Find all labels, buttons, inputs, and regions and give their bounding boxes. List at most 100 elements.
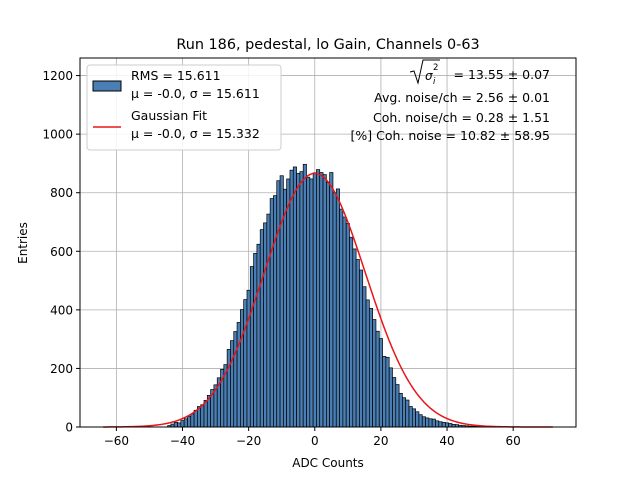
- x-tick-label: 0: [311, 434, 319, 448]
- y-tick-label: 800: [50, 186, 73, 200]
- histogram-bar: [187, 416, 192, 428]
- histogram-bar: [382, 356, 387, 428]
- histogram-bar: [335, 188, 340, 428]
- histogram-bar: [359, 269, 364, 428]
- histogram-bar: [256, 243, 261, 428]
- histogram-bars: [167, 163, 493, 428]
- y-tick-label: 400: [50, 303, 73, 317]
- histogram-bar: [352, 248, 357, 428]
- histogram-bar: [243, 299, 248, 428]
- histogram-bar: [438, 421, 443, 428]
- y-tick-label: 600: [50, 245, 73, 259]
- x-tick-label: −20: [236, 434, 261, 448]
- y-tick-label: 1000: [42, 128, 73, 142]
- annotation-sigma-value: = 13.55 ± 0.07: [454, 67, 550, 82]
- histogram-bar: [233, 331, 238, 428]
- chart-title: Run 186, pedestal, lo Gain, Channels 0-6…: [176, 37, 479, 53]
- histogram-bar: [230, 340, 235, 428]
- histogram-bar: [286, 178, 291, 428]
- histogram-bar: [421, 416, 426, 428]
- annotation-avg-noise: Avg. noise/ch = 2.56 ± 0.01: [374, 90, 550, 105]
- histogram-bar: [378, 338, 383, 428]
- histogram-bar: [408, 406, 413, 428]
- histogram-bar: [173, 421, 178, 428]
- annotation-coh-noise-percent: [%] Coh. noise = 10.82 ± 58.95: [350, 128, 550, 143]
- histogram-bar: [418, 414, 423, 428]
- annotation-sigma-subscript: i: [433, 77, 436, 87]
- histogram-bar: [355, 259, 360, 428]
- y-axis-label: Entries: [16, 222, 30, 264]
- gaussian-fit-line: [103, 172, 553, 428]
- histogram-bar: [398, 392, 403, 428]
- histogram-bar: [266, 213, 271, 428]
- histogram-bar: [441, 421, 446, 428]
- x-tick-label: 60: [506, 434, 521, 448]
- histogram-bar: [292, 166, 297, 428]
- legend-box: [86, 64, 282, 151]
- histogram-bar: [312, 172, 317, 428]
- histogram-bar: [415, 411, 420, 428]
- histogram-bar: [302, 163, 307, 428]
- histogram-bar: [193, 409, 198, 428]
- histogram-bar: [183, 418, 188, 428]
- legend: RMS = 15.611 μ = -0.0, σ = 15.611 Gaussi…: [86, 64, 282, 151]
- histogram-bar: [395, 384, 400, 428]
- histogram-bar: [448, 423, 453, 428]
- histogram-bar: [263, 222, 268, 428]
- histogram-bar: [273, 195, 278, 428]
- histogram-bar: [279, 175, 284, 428]
- y-tick-label: 1200: [42, 69, 73, 83]
- histogram-bar: [249, 266, 254, 428]
- histogram-bar: [269, 198, 274, 428]
- y-tick-label: 200: [50, 362, 73, 376]
- histogram-bar: [299, 171, 304, 428]
- histogram-bar: [392, 377, 397, 428]
- histogram-bar: [345, 223, 350, 428]
- histogram-bar: [306, 176, 311, 428]
- legend-histogram-stats: μ = -0.0, σ = 15.611: [131, 86, 260, 101]
- annotation-coh-noise-per-channel: Coh. noise/ch = 0.28 ± 1.51: [373, 110, 550, 125]
- histogram-bar: [342, 216, 347, 428]
- x-tick-label: −60: [104, 434, 129, 448]
- histogram-bar: [226, 349, 231, 428]
- legend-fit-label: Gaussian Fit: [131, 108, 207, 123]
- histogram-bar: [385, 356, 390, 428]
- histogram-bar: [296, 173, 301, 428]
- histogram-bar: [425, 417, 430, 428]
- histogram-bar: [322, 174, 327, 428]
- histogram-bar: [402, 397, 407, 428]
- legend-fit-stats: μ = -0.0, σ = 15.332: [131, 126, 260, 141]
- histogram-bar: [325, 182, 331, 428]
- y-axis-ticks: 0 200 400 600 800 1000 1200: [42, 69, 80, 435]
- histogram-bar: [309, 178, 314, 428]
- histogram-bar: [368, 308, 373, 428]
- histogram-bar: [240, 309, 245, 428]
- legend-histogram-swatch: [92, 80, 122, 92]
- histogram-bar: [445, 422, 450, 428]
- histogram-bar: [431, 418, 436, 428]
- x-tick-label: 40: [439, 434, 454, 448]
- histogram-bar: [365, 299, 370, 428]
- histogram-bar: [246, 289, 251, 428]
- noise-annotations: σ i 2 = 13.55 ± 0.07 Avg. noise/ch = 2.5…: [350, 59, 550, 143]
- histogram-bar: [203, 400, 208, 428]
- histogram-bar: [375, 330, 380, 428]
- histogram-bar: [236, 322, 241, 428]
- histogram-bar: [339, 208, 344, 428]
- histogram-bar: [276, 180, 281, 428]
- histogram-bar: [259, 229, 264, 428]
- histogram-bar: [372, 319, 377, 428]
- x-tick-label: −40: [170, 434, 195, 448]
- plot-frame: [79, 57, 577, 428]
- histogram-bar: [362, 286, 367, 428]
- legend-histogram-label: RMS = 15.611: [131, 68, 221, 83]
- histogram-bar: [405, 399, 410, 428]
- sqrt-sign-icon: [409, 59, 440, 85]
- histogram-bar: [289, 169, 294, 428]
- histogram-bar: [349, 236, 354, 428]
- histogram-bar: [411, 408, 416, 428]
- histogram-bar: [283, 188, 288, 428]
- histogram-bar: [388, 367, 393, 428]
- histogram-bar: [180, 420, 185, 428]
